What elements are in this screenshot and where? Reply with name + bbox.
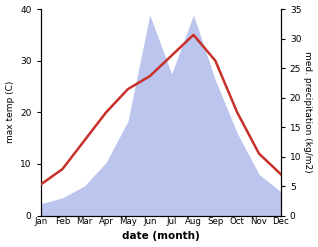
X-axis label: date (month): date (month) [122,231,200,242]
Y-axis label: med. precipitation (kg/m2): med. precipitation (kg/m2) [303,51,313,173]
Y-axis label: max temp (C): max temp (C) [5,81,15,144]
